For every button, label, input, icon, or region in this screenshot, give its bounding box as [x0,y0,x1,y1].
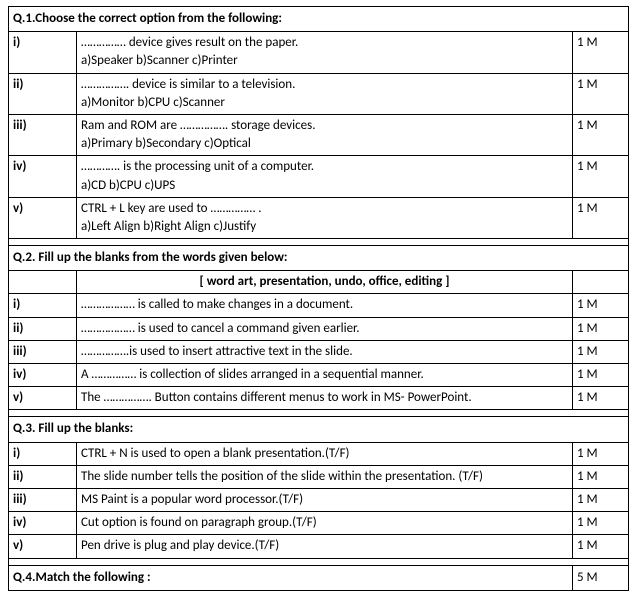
q1-i-opts: a)Speaker b)Scanner c)Printer [81,53,238,68]
q3-i-marks: 1 M [572,442,628,465]
q2-wordbank-marks [572,271,628,294]
spacer [9,558,629,565]
q2-ii-text: ……………… is used to cancel a command given… [77,317,573,340]
q1-iv-body: …………. is the processing unit of a comput… [77,156,573,197]
q3-ii-marks: 1 M [572,465,628,488]
spacer [9,410,629,417]
q3-v-marks: 1 M [572,535,628,558]
q1-item-row: iii) Ram and ROM are ……………. storage devi… [9,114,629,155]
q1-iv-opts: a)CD b)CPU c)UPS [81,178,175,193]
q1-v-num: v) [9,197,77,238]
q3-item-row: ii) The slide number tells the position … [9,465,629,488]
q3-item-row: i) CTRL + N is used to open a blank pres… [9,442,629,465]
q4-heading: Q.4.Match the following : [9,565,573,590]
q1-v-marks: 1 M [572,197,628,238]
q1-i-line1: …………… device gives result on the paper. [81,35,298,50]
q1-iii-marks: 1 M [572,114,628,155]
q3-iii-num: iii) [9,488,77,511]
q2-v-num: v) [9,387,77,410]
q2-iv-num: iv) [9,364,77,387]
q2-item-row: iv) A …………… is collection of slides arra… [9,364,629,387]
q2-iv-marks: 1 M [572,364,628,387]
q1-v-body: CTRL + L key are used to …………… . a)Left … [77,197,573,238]
q2-heading: Q.2. Fill up the blanks from the words g… [9,246,629,271]
q4-heading-row: Q.4.Match the following : 5 M [9,565,629,590]
q2-heading-row: Q.2. Fill up the blanks from the words g… [9,246,629,271]
q3-v-num: v) [9,535,77,558]
q3-iii-text: MS Paint is a popular word processor.(T/… [77,488,573,511]
q3-item-row: v) Pen drive is plug and play device.(T/… [9,535,629,558]
q1-v-line1: CTRL + L key are used to …………… . [81,201,262,216]
q3-iii-marks: 1 M [572,488,628,511]
q2-wordbank: [ word art, presentation, undo, office, … [77,271,573,294]
q2-iii-num: iii) [9,340,77,363]
q2-wordbank-row: [ word art, presentation, undo, office, … [9,271,629,294]
q1-iv-num: iv) [9,156,77,197]
q3-item-row: iv) Cut option is found on paragraph gro… [9,512,629,535]
q1-item-row: v) CTRL + L key are used to …………… . a)Le… [9,197,629,238]
q1-ii-marks: 1 M [572,73,628,114]
q1-i-body: …………… device gives result on the paper. … [77,32,573,73]
q3-heading-row: Q.3. Fill up the blanks: [9,417,629,442]
q1-ii-num: ii) [9,73,77,114]
q2-wordbank-blank [9,271,77,294]
q3-i-text: CTRL + N is used to open a blank present… [77,442,573,465]
q1-iv-line1: …………. is the processing unit of a comput… [81,159,314,174]
q2-iv-text: A …………… is collection of slides arranged… [77,364,573,387]
q2-ii-marks: 1 M [572,317,628,340]
q2-iii-marks: 1 M [572,340,628,363]
q2-item-row: ii) ……………… is used to cancel a command g… [9,317,629,340]
q1-v-opts: a)Left Align b)Right Align c)Justify [81,219,256,234]
q1-iii-line1: Ram and ROM are ……………. storage devices. [81,118,315,133]
q3-iv-text: Cut option is found on paragraph group.(… [77,512,573,535]
q2-i-num: i) [9,294,77,317]
q3-item-row: iii) MS Paint is a popular word processo… [9,488,629,511]
q3-ii-text: The slide number tells the position of t… [77,465,573,488]
q2-item-row: iii) …………….is used to insert attractive … [9,340,629,363]
q3-iv-marks: 1 M [572,512,628,535]
q2-item-row: i) ……………… is called to make changes in a… [9,294,629,317]
q1-iii-num: iii) [9,114,77,155]
spacer [9,239,629,246]
q3-v-text: Pen drive is plug and play device.(T/F) [77,535,573,558]
q3-iv-num: iv) [9,512,77,535]
question-paper-table: Q.1.Choose the correct option from the f… [8,6,629,591]
q1-heading-row: Q.1.Choose the correct option from the f… [9,7,629,32]
q1-item-row: i) …………… device gives result on the pape… [9,32,629,73]
q1-item-row: ii) ……………. device is similar to a televi… [9,73,629,114]
q4-marks: 5 M [572,565,628,590]
q1-ii-opts: a)Monitor b)CPU c)Scanner [81,95,225,110]
q2-iii-text: …………….is used to insert attractive text … [77,340,573,363]
q1-iii-opts: a)Primary b)Secondary c)Optical [81,136,251,151]
q3-heading: Q.3. Fill up the blanks: [9,417,629,442]
q1-item-row: iv) …………. is the processing unit of a co… [9,156,629,197]
q1-i-marks: 1 M [572,32,628,73]
q2-i-marks: 1 M [572,294,628,317]
q1-ii-line1: ……………. device is similar to a television… [81,77,295,92]
q2-item-row: v) The ……………. Button contains different … [9,387,629,410]
q2-i-text: ……………… is called to make changes in a do… [77,294,573,317]
q1-ii-body: ……………. device is similar to a television… [77,73,573,114]
q1-iv-marks: 1 M [572,156,628,197]
q1-i-num: i) [9,32,77,73]
q2-ii-num: ii) [9,317,77,340]
q3-i-num: i) [9,442,77,465]
q1-heading: Q.1.Choose the correct option from the f… [9,7,629,32]
q3-ii-num: ii) [9,465,77,488]
q2-v-marks: 1 M [572,387,628,410]
q1-iii-body: Ram and ROM are ……………. storage devices. … [77,114,573,155]
q2-v-text: The ……………. Button contains different men… [77,387,573,410]
